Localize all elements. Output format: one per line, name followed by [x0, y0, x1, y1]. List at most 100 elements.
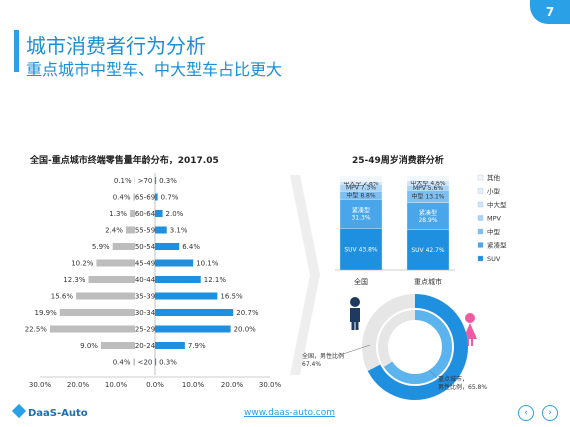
arrow-divider	[290, 175, 320, 375]
bar-national	[96, 259, 135, 267]
bar-national	[133, 358, 135, 366]
data-label-key-cities: 20.0%	[234, 326, 257, 334]
data-label-national: 22.5%	[25, 326, 48, 334]
data-label-key-cities: 6.4%	[182, 243, 200, 251]
bar-national	[76, 292, 135, 300]
legend-swatch	[477, 228, 484, 235]
website-link[interactable]: www.daas-auto.com	[244, 408, 335, 418]
legend-swatch	[477, 188, 484, 194]
age-tick-label: 40-44	[135, 276, 156, 284]
prev-page-icon[interactable]: ‹	[518, 405, 534, 421]
bar-national	[49, 325, 136, 333]
segment-data-label: 紧凑型	[419, 209, 437, 217]
donut-label-key-cities: 重点城市，	[438, 375, 468, 383]
age-tick-label: 25-29	[135, 326, 155, 334]
bar-key-cities	[155, 342, 185, 349]
bar-key-cities	[155, 193, 158, 201]
data-label-national: 0.1%	[114, 177, 132, 185]
data-label-national: 0.4%	[113, 194, 131, 202]
age-tick-label: 20-24	[135, 342, 156, 350]
data-label-key-cities: 16.5%	[220, 293, 243, 301]
age-tick-label: <20	[138, 359, 153, 367]
data-label-national: 5.9%	[92, 243, 110, 251]
data-label-key-cities: 7.9%	[188, 342, 206, 350]
page-number-badge: 7	[530, 0, 570, 24]
x-tick-label: 0.0%	[146, 381, 164, 389]
age-tick-label: 45-49	[135, 260, 155, 268]
x-tick-label: 20.0%	[67, 381, 90, 389]
bar-key-cities	[155, 210, 163, 217]
legend-label: 紧凑型	[487, 241, 507, 250]
donut-leader-key-cities	[429, 370, 439, 380]
male-figure-icon	[350, 297, 360, 330]
bar-key-cities	[155, 243, 180, 250]
data-label-national: 15.6%	[51, 293, 74, 301]
segment-data-label: 中型 8.8%	[346, 191, 375, 199]
logo-mark-icon	[11, 403, 27, 419]
page-title: 城市消费者行为分析	[26, 34, 206, 58]
data-label-key-cities: 0.3%	[159, 177, 177, 185]
legend-label: MPV	[487, 215, 502, 223]
age-distribution-chart: >70 0.1% 0.3% 65-69 0.4% 0.7% 60-64 1.3% 2.0% 55-…	[25, 173, 282, 389]
age-tick-label: 65-69	[135, 194, 155, 202]
legend-swatch	[477, 242, 484, 248]
legend-label: 中大型	[487, 200, 507, 209]
bar-key-cities	[155, 259, 194, 267]
logo-text: DaaS-Auto	[28, 408, 88, 419]
stack-segment	[339, 199, 383, 229]
data-label-key-cities: 3.1%	[170, 227, 188, 235]
legend-label: 中型	[487, 227, 501, 236]
legend-swatch	[477, 201, 484, 208]
page-subtitle: 重点城市中型车、中大型车占比更大	[26, 60, 283, 79]
x-tick-label: 20.0%	[221, 381, 244, 389]
data-label-key-cities: 20.7%	[236, 309, 259, 317]
age-tick-label: 50-54	[135, 243, 156, 251]
x-tick-label: 10.0%	[182, 381, 205, 389]
bar-key-cities	[155, 177, 157, 184]
donut-label-national: 67.4%	[302, 361, 321, 368]
bar-key-cities	[155, 358, 157, 366]
stack-segment	[406, 175, 450, 181]
age-chart-title: 全国-重点城市终端零售量年龄分布，2017.05	[30, 156, 219, 166]
segment-data-label: MPV 5.6%	[413, 185, 443, 192]
bar-key-cities	[155, 276, 201, 283]
stack-segment	[406, 202, 450, 231]
bar-national	[130, 210, 135, 217]
legend-swatch	[477, 174, 484, 181]
donut-inner-male-arc	[378, 310, 452, 384]
segment-data-label: MPV 7.3%	[346, 185, 376, 192]
data-label-national: 19.9%	[35, 309, 58, 317]
bar-key-cities	[155, 325, 231, 333]
x-tick-label: 10.0%	[105, 381, 128, 389]
age-tick-label: 35-39	[135, 293, 155, 301]
bar-national	[125, 226, 135, 234]
daas-auto-logo: DaaS-Auto	[11, 403, 88, 419]
bar-key-cities	[155, 226, 167, 234]
age-tick-label: 30-34	[135, 309, 156, 317]
bar-national	[112, 243, 135, 250]
segment-data-label: SUV 43.8%	[344, 246, 378, 253]
bar-national	[133, 193, 135, 201]
data-label-national: 1.3%	[109, 210, 127, 218]
x-tick-label: 30.0%	[259, 381, 282, 389]
category-tick-label: 重点城市	[414, 277, 442, 286]
donut-label-national: 全国，男性比例	[302, 352, 344, 360]
data-label-national: 12.3%	[63, 276, 86, 284]
data-label-key-cities: 10.1%	[196, 260, 219, 268]
segment-data-label: 中大型 4.6%	[410, 179, 445, 187]
segment-data-label: 中大型 2.8%	[343, 179, 378, 187]
legend-swatch	[477, 255, 484, 262]
donut-leader-national	[339, 344, 371, 356]
next-page-icon[interactable]: ›	[542, 405, 558, 421]
age-tick-label: 55-59	[135, 227, 155, 235]
segment-chart-title: 25-49周岁消费群分析	[352, 156, 444, 166]
data-label-national: 9.0%	[80, 342, 98, 350]
data-label-key-cities: 0.3%	[159, 359, 177, 367]
bar-national	[59, 309, 135, 316]
title-accent-bar	[14, 30, 19, 72]
age-tick-label: >70	[138, 177, 153, 185]
segment-data-label: 中型 13.1%	[412, 193, 445, 201]
segment-data-label: 28.9%	[418, 217, 437, 224]
bar-national	[100, 342, 135, 349]
